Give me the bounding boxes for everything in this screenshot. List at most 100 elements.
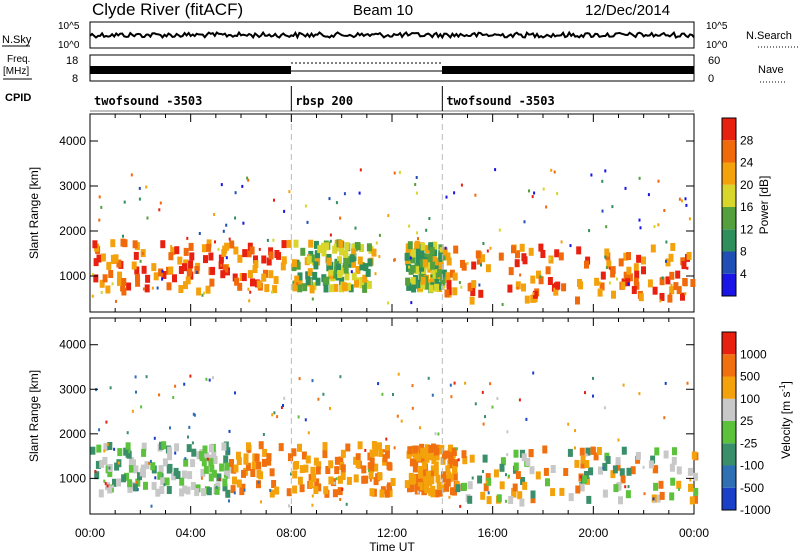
colorbar-cell — [722, 162, 736, 185]
data-cell — [341, 487, 344, 491]
data-cell — [631, 286, 637, 294]
data-cell — [669, 463, 675, 472]
data-cell — [361, 465, 367, 474]
data-cell — [297, 443, 302, 452]
data-cell — [625, 490, 631, 499]
data-cell — [588, 229, 591, 233]
data-cell — [584, 260, 589, 269]
data-cell — [335, 477, 338, 481]
data-cell — [237, 254, 243, 263]
data-cell — [621, 446, 627, 455]
data-cell — [315, 277, 321, 286]
data-cell — [378, 233, 381, 237]
data-cell — [689, 478, 692, 482]
data-cell — [144, 284, 150, 293]
data-cell — [431, 456, 437, 465]
data-cell — [665, 240, 668, 244]
data-cell — [94, 470, 97, 473]
data-cell — [250, 469, 256, 477]
data-cell — [670, 243, 676, 251]
data-cell — [515, 281, 521, 290]
data-cell — [569, 244, 572, 248]
data-cell — [220, 183, 223, 187]
velocity-xlabel: Time UT — [369, 540, 415, 554]
data-cell — [667, 294, 673, 303]
data-cell — [685, 203, 688, 207]
x-tick-label: 12:00 — [377, 526, 407, 540]
data-cell — [501, 303, 504, 306]
data-cell — [659, 277, 665, 286]
data-cell — [521, 453, 527, 462]
data-cell — [143, 481, 148, 490]
data-cell — [561, 283, 567, 292]
data-cell — [684, 292, 687, 296]
data-cell — [93, 258, 99, 267]
data-cell — [145, 375, 148, 379]
cpid-label: CPID — [5, 92, 31, 104]
data-cell — [663, 209, 666, 212]
data-cell — [508, 267, 514, 276]
data-cell — [280, 406, 283, 409]
data-cell — [105, 285, 111, 294]
data-cell — [328, 476, 334, 485]
data-cell — [295, 261, 301, 270]
data-cell — [681, 199, 683, 203]
data-cell — [198, 232, 201, 235]
data-cell — [328, 267, 334, 276]
data-cell — [604, 169, 607, 173]
data-cell — [107, 442, 113, 450]
power-ylabel: Slant Range [km] — [27, 167, 41, 259]
power-colorbar-cells: 4 8 12 16 20 24 28 — [721, 117, 754, 297]
data-cell — [647, 193, 650, 197]
data-cell — [320, 242, 326, 251]
data-cell — [135, 273, 140, 282]
data-cell — [377, 442, 382, 451]
data-cell — [281, 256, 287, 265]
data-cell — [262, 448, 268, 457]
data-cell — [387, 482, 392, 491]
nave-tick-bottom: 0 — [708, 73, 714, 85]
data-cell — [547, 277, 553, 285]
data-cell — [159, 486, 165, 494]
data-cell — [300, 247, 306, 256]
data-cell — [392, 393, 394, 396]
data-cell — [550, 488, 556, 497]
data-cell — [340, 449, 346, 458]
data-cell — [185, 276, 191, 285]
data-cell — [673, 282, 679, 291]
data-cell — [563, 468, 569, 476]
data-cell — [249, 290, 252, 294]
data-cell — [314, 478, 320, 487]
colorbar-tick-label: -100 — [740, 459, 764, 473]
data-cell — [256, 480, 261, 489]
data-cell — [669, 271, 675, 280]
data-cell — [410, 255, 416, 264]
data-cell — [678, 197, 681, 201]
data-cell — [198, 451, 204, 460]
data-cell — [156, 286, 159, 290]
data-cell — [585, 453, 588, 457]
data-cell — [433, 468, 439, 477]
data-cell — [269, 488, 272, 492]
data-cell — [384, 489, 390, 498]
data-cell — [625, 278, 631, 287]
data-cell — [153, 436, 156, 440]
data-cell — [519, 273, 522, 277]
data-cell — [236, 457, 242, 466]
data-cell — [194, 488, 200, 497]
data-cell — [459, 504, 462, 508]
data-cell — [346, 476, 352, 485]
data-cell — [321, 248, 327, 257]
data-cell — [398, 170, 401, 174]
data-cell — [260, 500, 262, 504]
data-cell — [575, 485, 581, 494]
data-cell — [445, 272, 451, 281]
data-cell — [359, 277, 365, 285]
data-cell — [393, 258, 396, 262]
data-cell — [249, 246, 255, 255]
data-cell — [574, 459, 580, 468]
data-cell — [410, 301, 413, 305]
data-cell — [412, 464, 418, 473]
data-cell — [433, 257, 439, 266]
data-cell — [461, 450, 467, 459]
